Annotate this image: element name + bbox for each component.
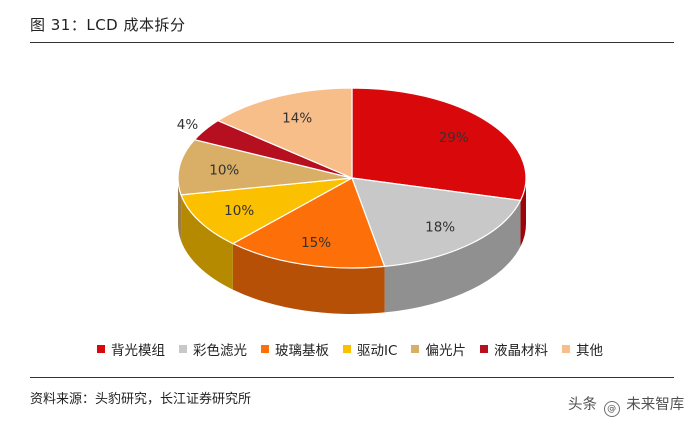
header-rule bbox=[30, 42, 674, 43]
pie-side-0 bbox=[520, 178, 526, 247]
pie-slice-1 bbox=[351, 177, 522, 268]
pie-label-1: 18% bbox=[425, 220, 455, 236]
pie-data-labels: 29% 18% 15% 10% 10% 4% 14% bbox=[177, 111, 469, 251]
watermark: 头条 @ 未来智库 bbox=[568, 393, 684, 417]
legend-item-1: 彩色滤光 bbox=[179, 339, 247, 359]
legend-item-3: 驱动IC bbox=[343, 339, 397, 359]
legend-label-6: 其他 bbox=[575, 343, 603, 359]
pie-label-2: 15% bbox=[301, 235, 331, 251]
legend-item-5: 液晶材料 bbox=[479, 339, 548, 359]
legend-label-0: 背光模组 bbox=[111, 343, 166, 359]
legend-swatch-2 bbox=[261, 345, 270, 353]
legend-swatch-3 bbox=[343, 345, 352, 353]
legend-label-1: 彩色滤光 bbox=[193, 343, 248, 359]
pie-side-1 bbox=[384, 200, 521, 313]
legend-label-4: 偏光片 bbox=[425, 343, 466, 359]
pie-label-6: 14% bbox=[282, 111, 312, 127]
legend-swatch-5 bbox=[479, 345, 488, 353]
chart-legend: 背光模组 彩色滤光 玻璃基板 驱动IC 偏光片 液晶材料 其他 bbox=[0, 339, 700, 359]
footer-rule bbox=[30, 377, 674, 378]
legend-item-4: 偏光片 bbox=[411, 339, 466, 359]
legend-swatch-0 bbox=[97, 345, 106, 353]
legend-label-3: 驱动IC bbox=[357, 343, 398, 359]
legend-swatch-1 bbox=[179, 345, 188, 353]
legend-label-2: 玻璃基板 bbox=[275, 343, 330, 359]
watermark-name: 未来智库 bbox=[626, 397, 685, 413]
pie-chart: 29% 18% 15% 10% 10% 4% 14% bbox=[177, 87, 527, 314]
pie-label-0: 29% bbox=[439, 130, 469, 146]
source-note: 资料来源：头豹研究，长江证券研究所 bbox=[30, 392, 252, 407]
pie-slice-0 bbox=[351, 87, 527, 202]
legend-item-0: 背光模组 bbox=[97, 339, 165, 359]
pie-slice-4 bbox=[177, 139, 353, 196]
legend-label-5: 液晶材料 bbox=[493, 343, 548, 359]
legend-swatch-4 bbox=[411, 345, 420, 353]
legend-swatch-6 bbox=[561, 345, 570, 353]
pie-label-3: 10% bbox=[224, 203, 254, 219]
chart-title: 图 31：LCD 成本拆分 bbox=[30, 16, 186, 34]
watermark-prefix: 头条 bbox=[568, 397, 597, 413]
pie-side-2 bbox=[232, 243, 385, 314]
pie-slice-6 bbox=[216, 87, 353, 179]
pie-top-faces bbox=[177, 87, 527, 269]
legend-item-2: 玻璃基板 bbox=[261, 339, 329, 359]
pie-slice-3 bbox=[180, 177, 353, 245]
pie-side-3 bbox=[181, 194, 233, 290]
pie-label-4: 10% bbox=[209, 163, 239, 179]
legend-item-6: 其他 bbox=[561, 339, 603, 359]
pie-side-walls bbox=[178, 178, 526, 314]
watermark-at-icon: @ bbox=[603, 401, 620, 417]
pie-slice-2 bbox=[231, 177, 386, 269]
pie-label-5: 4% bbox=[177, 117, 199, 133]
